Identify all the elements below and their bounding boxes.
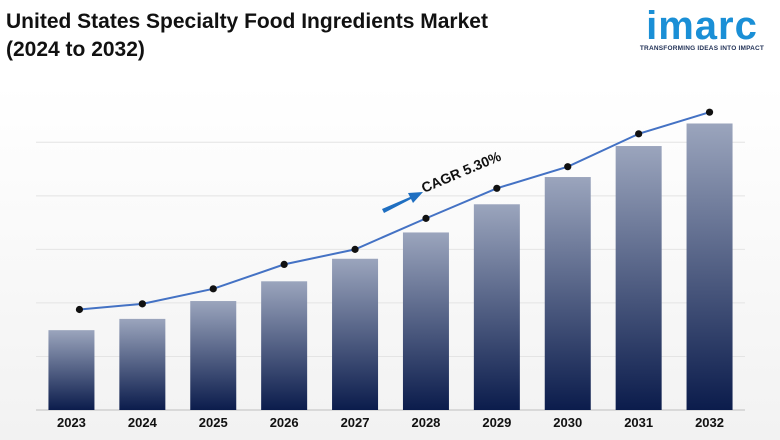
- bar-2023: [48, 330, 95, 410]
- cagr-arrow-icon: [382, 192, 423, 213]
- x-tick-label: 2032: [695, 415, 724, 430]
- bar-2028: [402, 232, 449, 410]
- bar-2029: [473, 204, 520, 410]
- trend-point-2028: [422, 214, 430, 222]
- trend-point-2023: [75, 305, 84, 314]
- x-tick-label: 2028: [411, 415, 440, 430]
- x-tick-label: 2027: [341, 415, 370, 430]
- trend-point-2027: [351, 245, 359, 253]
- trend-point-2024: [138, 300, 146, 308]
- trend-line: [79, 111, 710, 311]
- bar-2032: [686, 123, 733, 410]
- x-tick-label: 2025: [199, 415, 228, 430]
- plot-background: [0, 84, 780, 440]
- bar-2024: [119, 318, 166, 410]
- trend-point-2030: [564, 163, 572, 171]
- logo-wordmark: imarc: [646, 4, 758, 48]
- bar-2027: [332, 258, 379, 410]
- x-tick-label: 2031: [624, 415, 653, 430]
- logo-tagline: TRANSFORMING IDEAS INTO IMPACT: [639, 45, 765, 52]
- x-tick-label: 2026: [270, 415, 299, 430]
- bar-2031: [615, 146, 662, 410]
- bar-2030: [544, 177, 591, 410]
- bar-2025: [190, 301, 237, 410]
- trend-point-2031: [635, 130, 643, 138]
- trend-point-2032: [705, 108, 714, 116]
- chart-title: United States Specialty Food Ingredients…: [6, 8, 488, 64]
- imarc-logo: imarc TRANSFORMING IDEAS INTO IMPACT: [632, 4, 772, 52]
- title-line-2: (2024 to 2032): [6, 38, 145, 61]
- x-tick-label: 2030: [553, 415, 582, 430]
- title-line-1: United States Specialty Food Ingredients…: [6, 10, 488, 33]
- bar-2026: [261, 281, 308, 410]
- trend-point-2029: [493, 184, 501, 192]
- x-tick-label: 2029: [482, 415, 511, 430]
- trend-point-2026: [280, 260, 288, 268]
- x-tick-label: 2024: [128, 415, 158, 430]
- x-tick-label: 2023: [57, 415, 86, 430]
- trend-point-2025: [209, 285, 217, 293]
